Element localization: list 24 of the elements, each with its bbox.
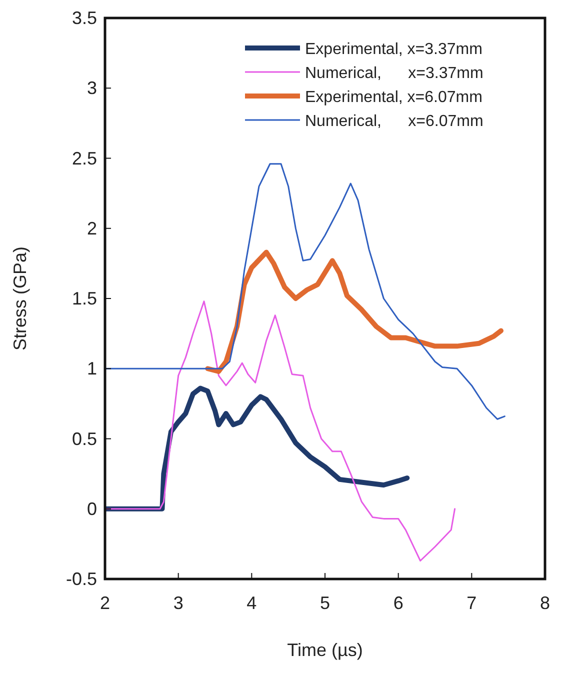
legend-label: Experimental, x=3.37mm [305, 41, 482, 58]
y-axis-title: Stress (GPa) [10, 246, 30, 351]
x-tick-label: 8 [540, 593, 550, 613]
y-tick-label: 0 [86, 498, 97, 519]
line-series [105, 300, 456, 562]
x-tick-label: 3 [173, 593, 184, 613]
legend-label: Numerical, x=3.37mm [305, 65, 484, 82]
legend-label: Experimental, x=6.07mm [305, 89, 482, 106]
x-tick-label: 5 [320, 593, 330, 613]
y-tick-label: 0.5 [72, 428, 97, 449]
legend-label: Numerical, x=6.07mm [305, 113, 484, 130]
x-axis-title: Time (µs) [287, 640, 363, 660]
y-tick-label: 1.5 [72, 288, 97, 308]
y-tick-label: 3 [86, 78, 97, 98]
y-tick-label: 2 [86, 218, 97, 238]
y-tick-label: 3.5 [72, 8, 97, 28]
y-tick-label: -0.5 [66, 569, 97, 589]
x-tick-label: 4 [246, 593, 257, 613]
x-tick-label: 6 [393, 593, 404, 613]
x-tick-label: 7 [466, 593, 477, 613]
line-series [105, 163, 506, 420]
y-tick-label: 2.5 [72, 148, 97, 168]
y-tick-label: 1 [86, 358, 97, 379]
x-tick-label: 2 [100, 593, 110, 613]
